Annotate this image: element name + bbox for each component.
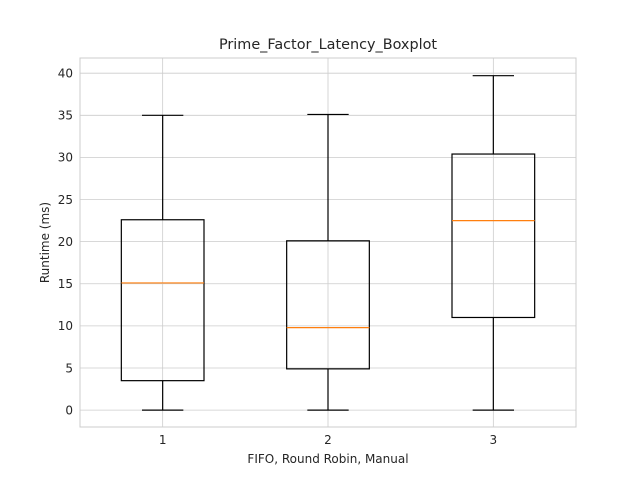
x-tick-label: 2 <box>324 433 332 447</box>
iqr-box <box>451 153 536 319</box>
chart-title: Prime_Factor_Latency_Boxplot <box>219 37 437 53</box>
iqr-box <box>120 219 205 382</box>
iqr-box <box>286 240 370 370</box>
plot-frame <box>79 57 577 428</box>
y-tick-label: 30 <box>58 151 73 165</box>
marks-layer <box>120 75 536 411</box>
x-axis-label: FIFO, Round Robin, Manual <box>247 452 408 466</box>
y-tick-label: 10 <box>58 319 73 333</box>
y-tick-label: 20 <box>58 235 73 249</box>
y-axis-label: Runtime (ms) <box>38 202 52 283</box>
ticks-layer: 0 5 10 15 20 25 30 35 40 1 2 3 <box>58 66 497 447</box>
y-tick-label: 0 <box>65 403 73 417</box>
y-tick-label: 25 <box>58 193 73 207</box>
box-group-1 <box>120 114 205 411</box>
y-tick-label: 15 <box>58 277 73 291</box>
y-tick-label: 5 <box>65 361 73 375</box>
y-tick-label: 35 <box>58 109 73 123</box>
box-group-3 <box>451 75 536 411</box>
x-tick-label: 3 <box>490 433 498 447</box>
box-group-2 <box>286 113 370 411</box>
x-tick-label: 1 <box>159 433 167 447</box>
y-tick-label: 40 <box>58 66 73 80</box>
